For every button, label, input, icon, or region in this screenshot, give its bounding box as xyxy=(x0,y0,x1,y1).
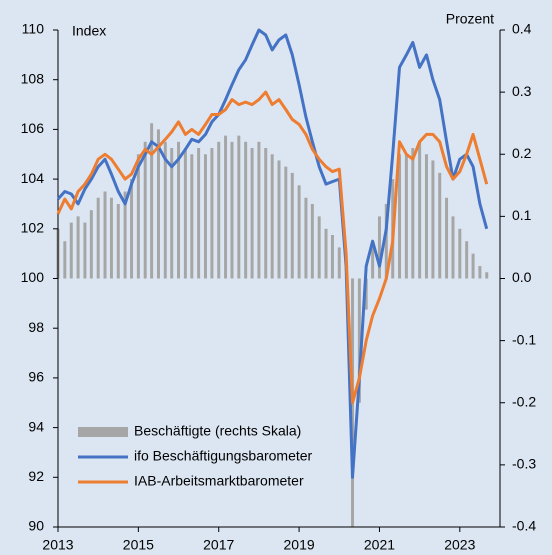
y-tick-label: 94 xyxy=(28,418,44,434)
y-tick-label: 104 xyxy=(21,170,45,186)
y-tick-label: 100 xyxy=(21,269,45,285)
legend-label: IAB-Arbeitsmarktbarometer xyxy=(134,473,304,489)
y-tick-label: 96 xyxy=(28,369,44,385)
bar xyxy=(418,141,422,279)
bar xyxy=(76,216,80,279)
bar xyxy=(284,166,288,279)
x-tick-label: 2013 xyxy=(42,537,73,553)
bar xyxy=(203,154,207,279)
y-tick-label: 102 xyxy=(21,220,45,236)
x-tick-label: 2015 xyxy=(123,537,154,553)
bar xyxy=(63,241,67,279)
bar xyxy=(116,203,120,279)
y2-tick-label: -0.3 xyxy=(512,456,536,472)
bar xyxy=(109,197,113,279)
bar xyxy=(377,216,381,279)
x-tick-label: 2021 xyxy=(364,537,395,553)
left-axis-title: Index xyxy=(72,23,106,39)
bar xyxy=(163,141,167,279)
y-tick-label: 108 xyxy=(21,70,45,86)
bar xyxy=(96,197,100,279)
bar xyxy=(297,185,301,279)
y2-tick-label: 0.2 xyxy=(512,145,532,161)
legend-label: ifo Beschäftigungsbarometer xyxy=(134,448,313,464)
bar xyxy=(478,266,482,279)
bar xyxy=(277,160,281,279)
bar xyxy=(324,228,328,279)
bar xyxy=(451,216,455,279)
x-tick-label: 2023 xyxy=(444,537,475,553)
bar xyxy=(290,172,294,279)
bar xyxy=(257,141,261,279)
bar xyxy=(310,203,314,279)
bar xyxy=(143,141,147,279)
bar xyxy=(156,129,160,279)
bar xyxy=(237,135,241,279)
bar xyxy=(230,141,234,279)
bar xyxy=(424,154,428,279)
y2-tick-label: 0.3 xyxy=(512,83,532,99)
bar xyxy=(264,148,268,279)
bar xyxy=(431,160,435,279)
bar xyxy=(250,148,254,279)
bar xyxy=(89,210,93,279)
bar xyxy=(337,247,341,279)
bar xyxy=(217,141,221,279)
bar xyxy=(103,191,107,279)
y2-tick-label: -0.2 xyxy=(512,393,536,409)
y2-tick-label: 0.4 xyxy=(512,21,532,37)
bar xyxy=(384,203,388,279)
y-tick-label: 110 xyxy=(22,21,45,37)
bar xyxy=(458,228,462,279)
bar xyxy=(398,154,402,279)
y-tick-label: 90 xyxy=(28,518,44,534)
y2-tick-label: 0.1 xyxy=(512,207,532,223)
bar xyxy=(210,148,214,279)
bar xyxy=(83,222,87,279)
y2-tick-label: -0.4 xyxy=(512,518,536,534)
bar xyxy=(123,191,127,279)
y2-tick-label: -0.1 xyxy=(512,331,536,347)
bar xyxy=(224,135,228,279)
line-series xyxy=(56,28,489,479)
bar xyxy=(304,197,308,279)
bar xyxy=(485,272,489,279)
bar xyxy=(357,278,361,403)
y-tick-label: 98 xyxy=(28,319,44,335)
line-series xyxy=(56,90,489,405)
right-axis-title: Prozent xyxy=(446,11,494,27)
bar xyxy=(136,154,140,279)
bar xyxy=(438,172,442,279)
bar xyxy=(69,222,73,279)
bar xyxy=(190,154,194,279)
x-tick-label: 2019 xyxy=(284,537,315,553)
bar xyxy=(183,148,187,279)
bar xyxy=(371,247,375,279)
x-tick-label: 2017 xyxy=(203,537,234,553)
y-tick-label: 92 xyxy=(28,468,44,484)
bar xyxy=(404,154,408,279)
bar xyxy=(177,141,181,279)
bar xyxy=(150,123,154,279)
bar xyxy=(270,154,274,279)
bar xyxy=(445,197,449,279)
bar xyxy=(130,179,134,279)
bar xyxy=(317,216,321,279)
bar xyxy=(364,278,368,310)
y2-tick-label: 0.0 xyxy=(512,269,532,285)
bar xyxy=(170,148,174,279)
bar xyxy=(471,253,475,279)
bar xyxy=(465,241,469,279)
legend-label: Beschäftigte (rechts Skala) xyxy=(134,423,301,439)
y-tick-label: 106 xyxy=(21,120,45,136)
legend-swatch xyxy=(78,427,128,437)
bar xyxy=(197,148,201,279)
bar xyxy=(244,141,248,279)
bar xyxy=(330,235,334,279)
bar xyxy=(411,148,415,279)
